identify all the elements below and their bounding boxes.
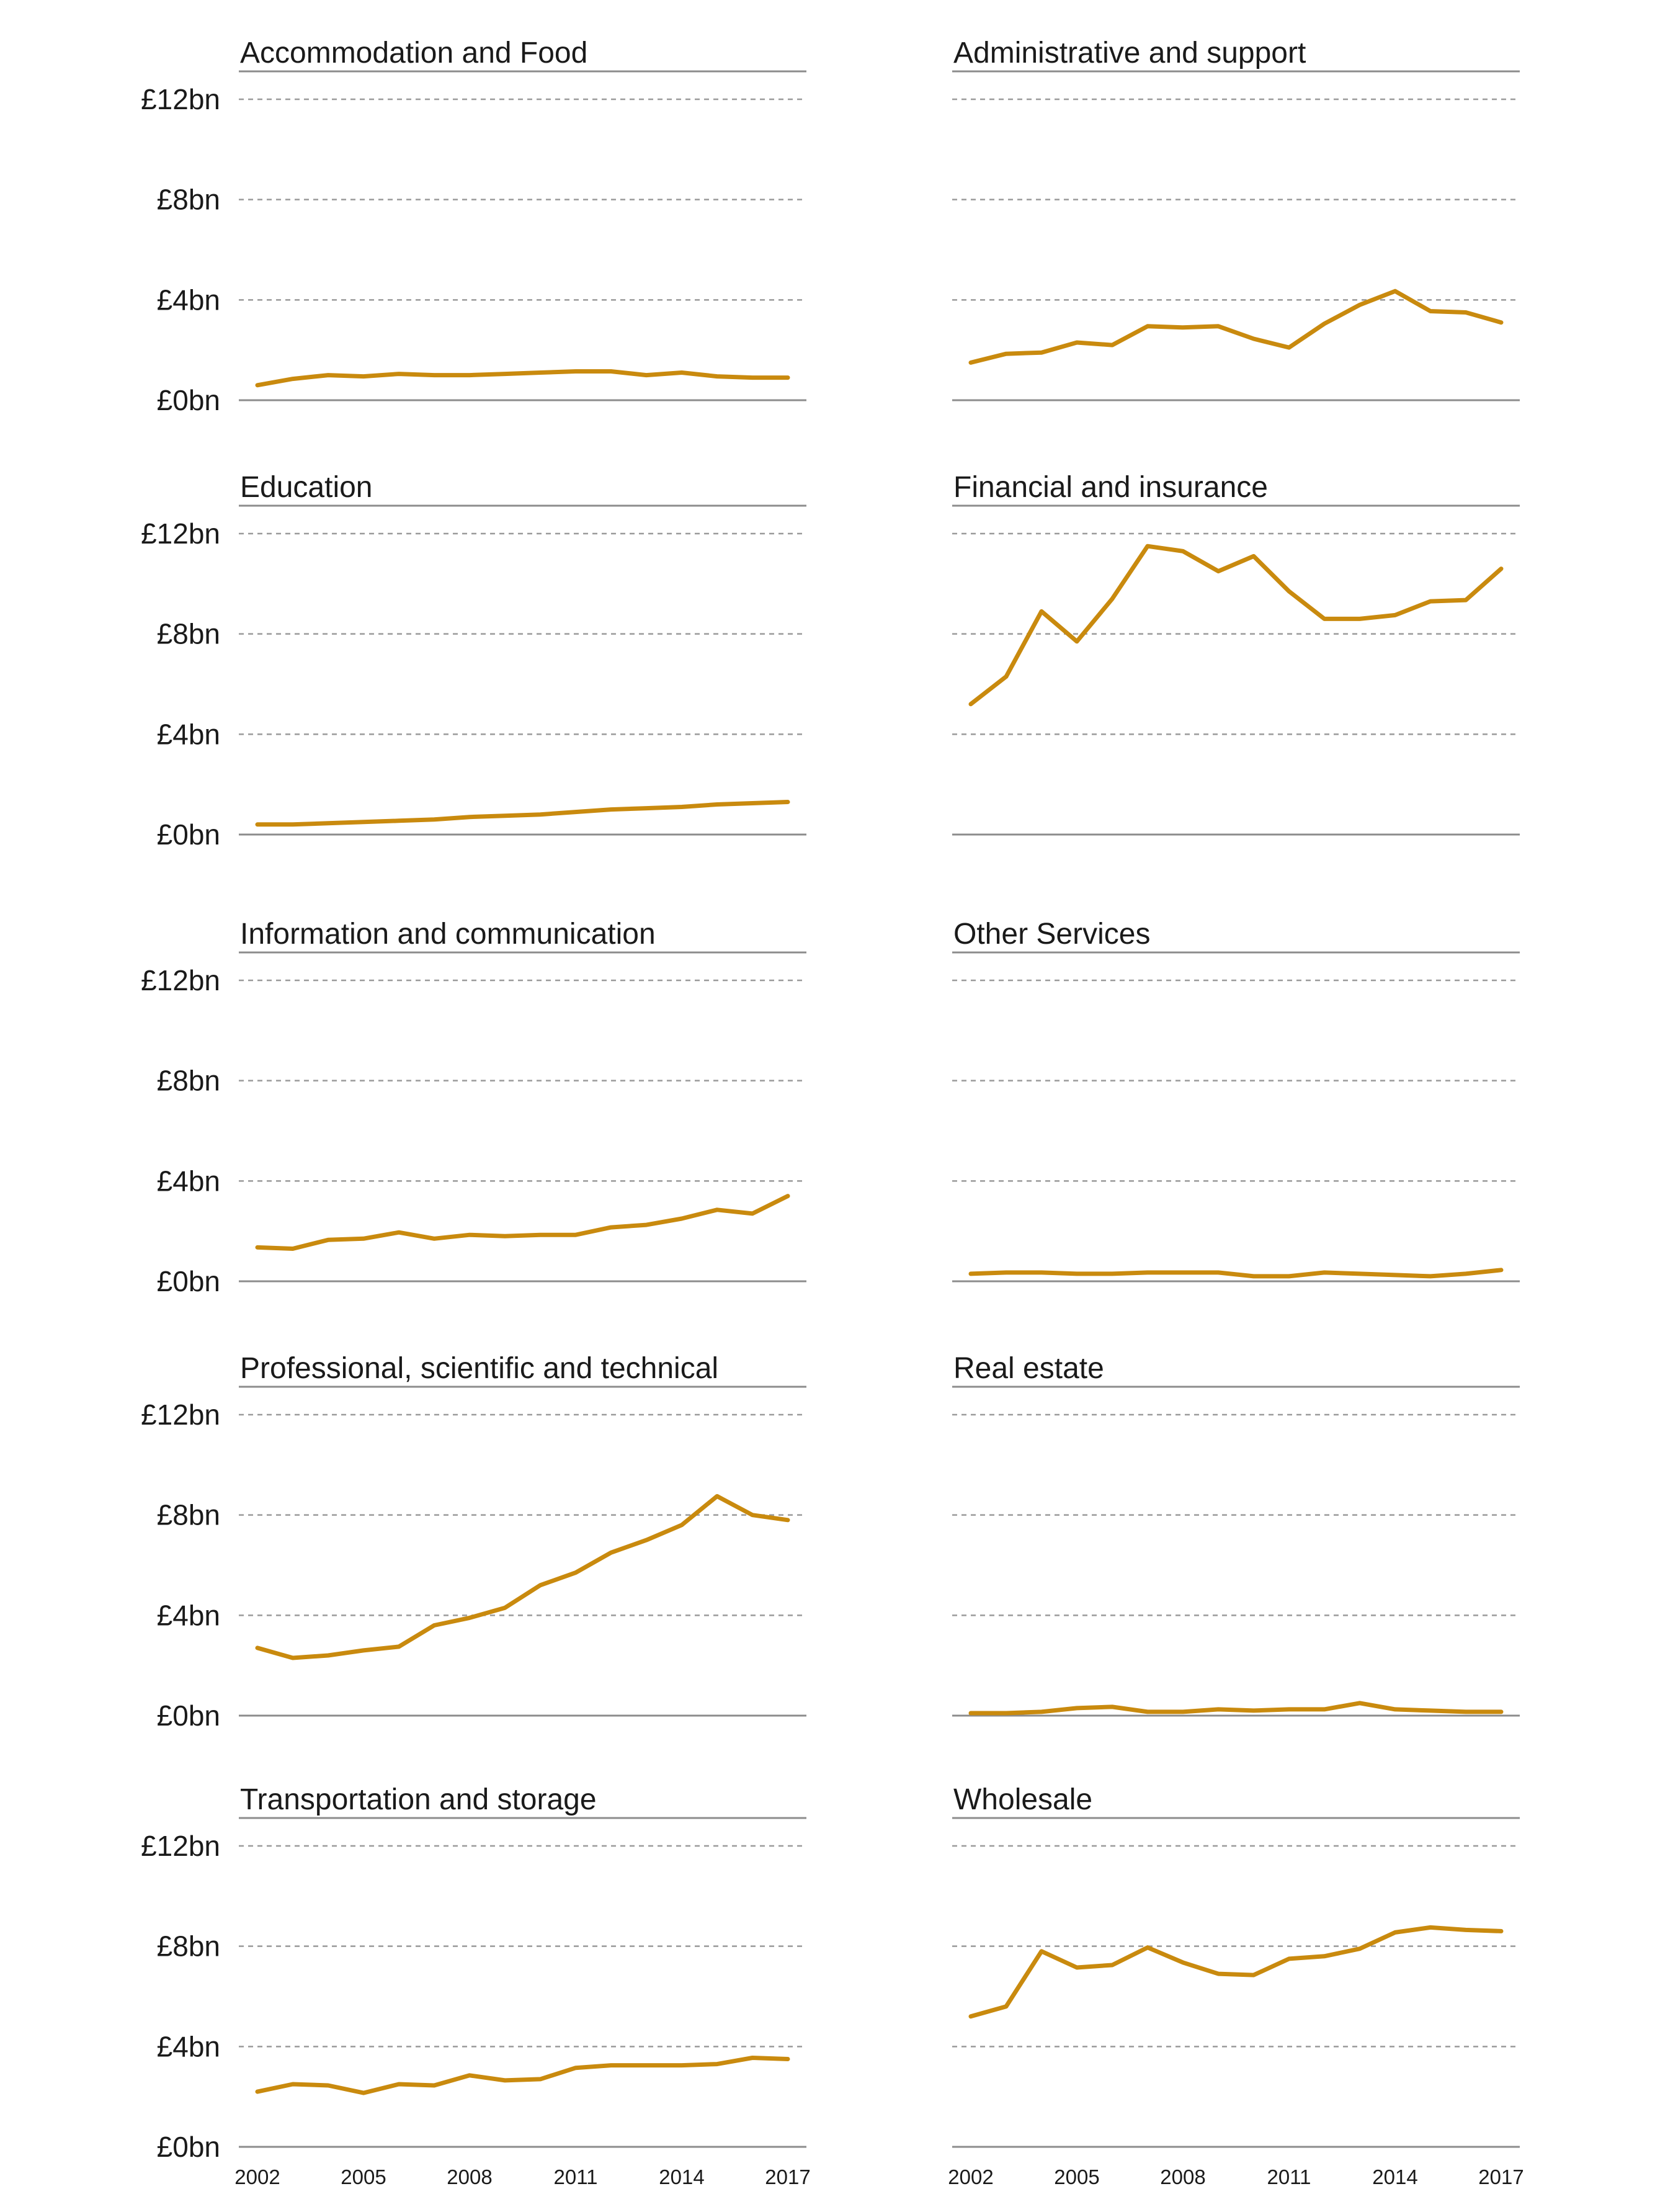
- panel-8-xtick-label-3: 2011: [554, 2165, 598, 2188]
- panel-8-xtick-label-2: 2008: [447, 2165, 492, 2188]
- panel-5-series-line: [968, 1268, 1504, 1279]
- panel-4-ytick-label-3: £12bn: [141, 964, 220, 996]
- panel-8-ytick-label-1: £4bn: [157, 2030, 220, 2062]
- panel-0-series-line: [255, 369, 790, 388]
- panel-5-title: Other Services: [953, 918, 1150, 951]
- panel-9-xtick-label-3: 2011: [1267, 2165, 1311, 2188]
- panel-0-title: Accommodation and Food: [240, 37, 587, 69]
- panel-6-ytick-label-1: £4bn: [157, 1599, 220, 1631]
- panel-4-series-line: [255, 1194, 790, 1251]
- panel-4-ytick-label-1: £4bn: [157, 1165, 220, 1197]
- panel-0-ytick-label-3: £12bn: [141, 83, 220, 115]
- panel-3-title: Financial and insurance: [953, 471, 1268, 504]
- panel-1-series-line: [968, 289, 1504, 365]
- panel-8-ytick-label-0: £0bn: [157, 2131, 220, 2163]
- panel-4-ytick-label-2: £8bn: [157, 1065, 220, 1097]
- panel-6-ytick-label-3: £12bn: [141, 1399, 220, 1431]
- panel-8-xtick-label-5: 2017: [765, 2165, 810, 2188]
- panel-9-xtick-label-2: 2008: [1160, 2165, 1205, 2188]
- panel-9-xtick-label-4: 2014: [1372, 2165, 1417, 2188]
- panel-9-xtick-label-1: 2005: [1054, 2165, 1099, 2188]
- panel-8-xtick-label-0: 2002: [234, 2165, 280, 2188]
- panel-3-series-line: [968, 544, 1504, 707]
- panel-8-ytick-label-2: £8bn: [157, 1930, 220, 1963]
- panel-7-title: Real estate: [953, 1352, 1104, 1385]
- panel-8-series-line: [255, 2056, 790, 2095]
- panel-0-ytick-label-1: £4bn: [157, 284, 220, 316]
- panel-2-ytick-label-2: £8bn: [157, 618, 220, 650]
- panel-0-ytick-label-2: £8bn: [157, 184, 220, 216]
- panel-9-xtick-label-5: 2017: [1478, 2165, 1523, 2188]
- panel-8-ytick-label-3: £12bn: [141, 1830, 220, 1862]
- panel-2-series-line: [255, 800, 790, 827]
- panel-6-series-line: [255, 1493, 790, 1660]
- panel-9-xtick-label-0: 2002: [948, 2165, 993, 2188]
- panel-0-ytick-label-0: £0bn: [157, 384, 220, 416]
- panel-8-title: Transportation and storage: [240, 1783, 597, 1816]
- panel-6-ytick-label-2: £8bn: [157, 1499, 220, 1531]
- panel-2-ytick-label-1: £4bn: [157, 718, 220, 750]
- panel-2-title: Education: [240, 471, 373, 504]
- panel-2-ytick-label-3: £12bn: [141, 517, 220, 550]
- panel-8-xtick-label-1: 2005: [341, 2165, 386, 2188]
- panel-2-ytick-label-0: £0bn: [157, 818, 220, 851]
- panel-7-series-line: [968, 1701, 1504, 1716]
- panel-8-xtick-label-4: 2014: [659, 2165, 704, 2188]
- panel-9-series-line: [968, 1925, 1504, 2019]
- panel-6-title: Professional, scientific and technical: [240, 1352, 718, 1385]
- panel-6-ytick-label-0: £0bn: [157, 1699, 220, 1732]
- panel-1-title: Administrative and support: [953, 37, 1306, 69]
- panel-4-ytick-label-0: £0bn: [157, 1265, 220, 1297]
- panel-4-title: Information and communication: [240, 918, 656, 951]
- panel-9-title: Wholesale: [953, 1783, 1092, 1816]
